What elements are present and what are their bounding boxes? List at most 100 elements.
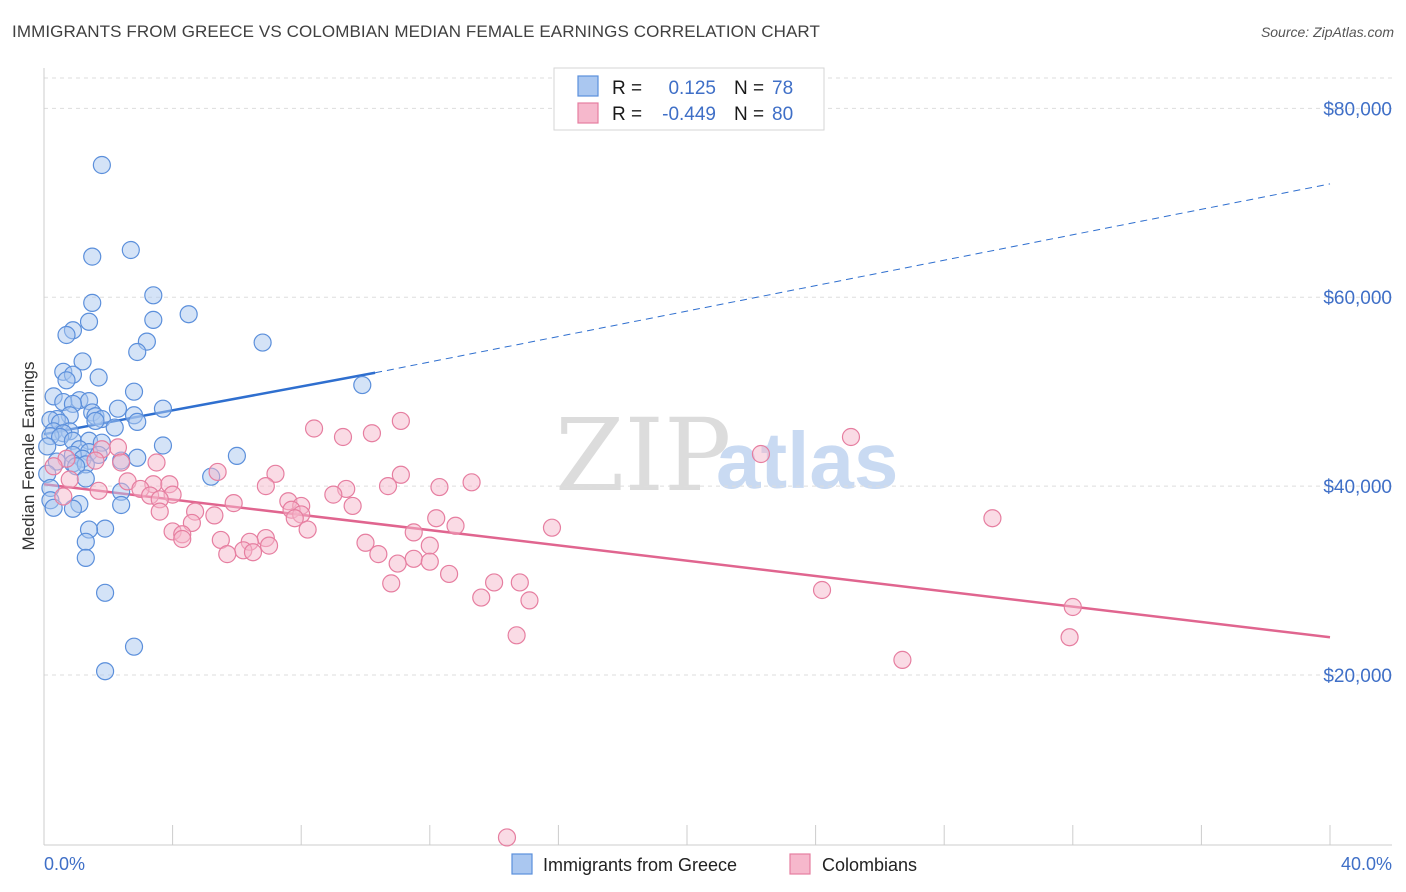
point-colombia bbox=[388, 554, 407, 573]
trend-line-colombia bbox=[43, 482, 1331, 639]
watermark-atlas: atlas bbox=[716, 416, 898, 505]
point-greece bbox=[95, 583, 115, 602]
point-colombia bbox=[256, 477, 275, 496]
point-colombia bbox=[542, 518, 562, 537]
point-greece bbox=[144, 310, 163, 329]
point-greece bbox=[121, 240, 140, 260]
point-colombia bbox=[446, 516, 465, 535]
point-greece bbox=[112, 495, 131, 515]
point-greece bbox=[89, 368, 108, 387]
x-tick-label-min: 0.0% bbox=[44, 854, 85, 874]
grid-lines bbox=[44, 77, 1392, 676]
point-greece bbox=[179, 305, 198, 324]
point-greece bbox=[124, 382, 144, 401]
y-axis-ticks: $20,000 $40,000 $60,000 $80,000 bbox=[1323, 99, 1392, 687]
point-colombia bbox=[60, 470, 79, 489]
point-colombia bbox=[507, 626, 526, 645]
point-greece bbox=[353, 375, 372, 395]
point-colombia bbox=[369, 545, 388, 564]
legend-r-label-greece: R = bbox=[612, 78, 642, 99]
y-tick-label: $60,000 bbox=[1323, 288, 1392, 309]
point-colombia bbox=[208, 462, 227, 482]
point-colombia bbox=[439, 564, 459, 584]
legend-n-label-colombia: N = bbox=[734, 104, 764, 125]
point-colombia bbox=[243, 543, 263, 562]
point-greece bbox=[63, 499, 83, 518]
y-axis-label: Median Female Earnings bbox=[19, 362, 38, 551]
point-colombia bbox=[462, 473, 481, 492]
point-colombia bbox=[54, 487, 73, 506]
point-colombia bbox=[173, 529, 192, 549]
x-tick-label-max: 40.0% bbox=[1341, 854, 1392, 874]
point-colombia bbox=[983, 509, 1002, 528]
point-colombia bbox=[1063, 597, 1082, 617]
point-colombia bbox=[382, 574, 401, 593]
point-colombia bbox=[285, 509, 304, 528]
point-colombia bbox=[404, 523, 423, 542]
point-colombia bbox=[147, 453, 166, 472]
point-colombia bbox=[362, 424, 382, 443]
point-colombia bbox=[89, 481, 108, 500]
point-colombia bbox=[472, 588, 491, 607]
legend-n-label-greece: N = bbox=[734, 78, 764, 99]
bottom-legend-label-greece: Immigrants from Greece bbox=[543, 855, 737, 875]
legend-r-value-greece: 0.125 bbox=[668, 78, 716, 99]
point-colombia bbox=[510, 573, 529, 592]
point-colombia bbox=[266, 464, 285, 483]
point-greece bbox=[76, 548, 95, 567]
point-colombia bbox=[391, 465, 410, 484]
point-colombia bbox=[430, 477, 449, 497]
point-colombia bbox=[751, 444, 771, 464]
point-colombia bbox=[298, 520, 317, 539]
legend-box: R = 0.125 N = 78 R = -0.449 N = 80 bbox=[553, 67, 825, 131]
chart-title: IMMIGRANTS FROM GREECE VS COLOMBIAN MEDI… bbox=[12, 22, 820, 41]
point-colombia bbox=[1060, 628, 1079, 647]
point-colombia bbox=[205, 506, 224, 525]
point-greece bbox=[83, 247, 102, 266]
point-greece bbox=[38, 437, 57, 456]
y-tick-label: $20,000 bbox=[1323, 666, 1392, 687]
x-axis-tick-marks bbox=[43, 825, 1331, 845]
point-colombia bbox=[44, 457, 63, 476]
point-greece bbox=[95, 662, 115, 681]
trend-line-greece-extension bbox=[375, 183, 1331, 374]
point-greece bbox=[124, 637, 144, 656]
point-greece bbox=[108, 399, 128, 418]
point-greece bbox=[57, 325, 76, 345]
point-colombia bbox=[324, 485, 343, 504]
point-colombia bbox=[420, 552, 439, 571]
point-greece bbox=[144, 286, 163, 305]
legend-n-value-colombia: 80 bbox=[772, 104, 793, 125]
point-greece bbox=[128, 342, 147, 362]
point-colombia bbox=[356, 533, 375, 552]
data-points bbox=[38, 155, 1082, 847]
point-greece bbox=[83, 293, 102, 312]
point-greece bbox=[153, 436, 173, 455]
point-greece bbox=[86, 411, 105, 431]
bottom-legend-label-colombia: Colombians bbox=[822, 855, 917, 875]
point-colombia bbox=[520, 591, 539, 610]
point-greece bbox=[73, 352, 92, 371]
legend-swatch-greece bbox=[577, 75, 599, 97]
point-colombia bbox=[108, 438, 128, 457]
y-tick-label: $80,000 bbox=[1323, 99, 1392, 120]
point-greece bbox=[128, 412, 147, 431]
point-greece bbox=[153, 399, 173, 418]
point-colombia bbox=[893, 650, 912, 669]
point-colombia bbox=[841, 427, 861, 447]
y-tick-label: $40,000 bbox=[1323, 477, 1392, 498]
point-colombia bbox=[427, 509, 446, 528]
legend-r-label-colombia: R = bbox=[612, 104, 642, 125]
bottom-legend-swatch-greece bbox=[511, 853, 533, 875]
bottom-legend: Immigrants from Greece Colombians bbox=[511, 853, 917, 875]
point-colombia bbox=[420, 536, 439, 555]
point-greece bbox=[253, 333, 272, 352]
point-colombia bbox=[485, 573, 504, 592]
point-greece bbox=[76, 469, 95, 488]
point-colombia bbox=[112, 453, 131, 472]
point-colombia bbox=[497, 828, 517, 847]
point-colombia bbox=[259, 536, 279, 555]
point-greece bbox=[105, 418, 124, 437]
point-colombia bbox=[404, 549, 423, 568]
